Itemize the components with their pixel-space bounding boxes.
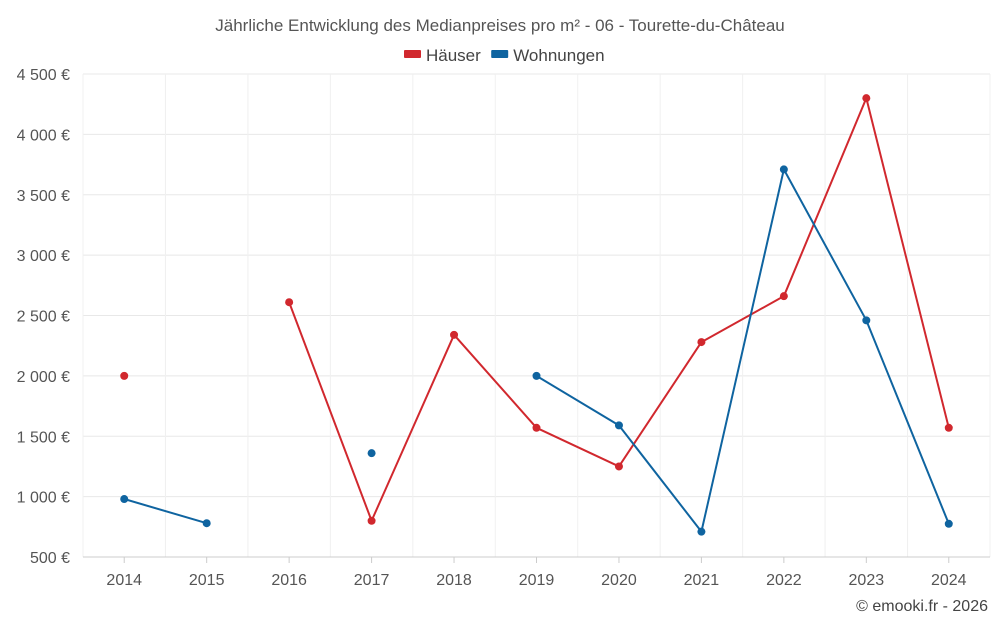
- data-point[interactable]: [779, 165, 788, 174]
- legend: Häuser Wohnungen: [404, 46, 605, 65]
- y-tick-label: 4 000 €: [17, 127, 70, 144]
- data-point[interactable]: [450, 330, 459, 339]
- series-line-segment: [782, 168, 868, 322]
- y-tick-label: 2 000 €: [17, 369, 70, 386]
- legend-swatch: [491, 50, 509, 58]
- data-point[interactable]: [120, 495, 129, 504]
- series-line-segment: [288, 301, 373, 522]
- x-tick-label: 2022: [766, 572, 802, 589]
- data-point[interactable]: [202, 519, 211, 528]
- legend-label: Häuser: [426, 46, 481, 65]
- y-tick-label: 3 000 €: [17, 248, 70, 265]
- grid: [82, 73, 991, 558]
- data-point[interactable]: [697, 527, 706, 536]
- data-point[interactable]: [697, 338, 706, 347]
- credit-text: © emooki.fr - 2026: [856, 598, 988, 615]
- y-tick-label: 500 €: [30, 550, 70, 567]
- data-point[interactable]: [285, 298, 294, 307]
- series-line-segment: [700, 168, 785, 533]
- x-tick-label: 2020: [601, 572, 637, 589]
- legend-label: Wohnungen: [513, 46, 604, 65]
- y-tick-label: 3 500 €: [17, 188, 70, 205]
- y-tick-label: 1 000 €: [17, 490, 70, 507]
- x-tick-label: 2018: [436, 572, 472, 589]
- series-line-segment: [865, 97, 950, 429]
- series-line-segment: [782, 97, 868, 298]
- series-line-segment: [617, 424, 703, 533]
- series-line-segment: [535, 426, 620, 468]
- y-tick-label: 2 500 €: [17, 309, 70, 326]
- series-line-segment: [453, 333, 538, 429]
- data-point[interactable]: [367, 449, 376, 458]
- data-point[interactable]: [614, 462, 623, 471]
- data-point[interactable]: [532, 423, 541, 432]
- y-tick-label: 4 500 €: [17, 67, 70, 84]
- legend-item[interactable]: Häuser: [404, 46, 481, 65]
- x-tick-label: 2019: [519, 572, 555, 589]
- y-tick-label: 1 500 €: [17, 429, 70, 446]
- legend-swatch: [404, 50, 421, 58]
- series-wohnungen: [120, 165, 953, 536]
- chart-title: Jährliche Entwicklung des Medianpreises …: [215, 16, 784, 35]
- y-axis: 500 € 1 000 € 1 500 € 2 000 € 2 500 € 3 000 €…: [17, 67, 70, 567]
- data-point[interactable]: [532, 371, 541, 380]
- data-point[interactable]: [862, 94, 871, 103]
- data-point[interactable]: [614, 421, 623, 430]
- data-point[interactable]: [120, 371, 129, 380]
- series-line-segment: [123, 498, 208, 525]
- x-axis: 2014 2015 2016 2017 2018 2019 2020 2021 2022 2023…: [83, 556, 990, 589]
- x-tick-label: 2014: [106, 572, 142, 589]
- x-tick-label: 2024: [931, 572, 967, 589]
- series-line-segment: [700, 295, 785, 344]
- x-tick-label: 2016: [271, 572, 307, 589]
- series-h-user: [120, 94, 953, 525]
- series-line-segment: [535, 374, 620, 427]
- data-point[interactable]: [944, 423, 953, 432]
- legend-item[interactable]: Wohnungen: [491, 46, 605, 65]
- data-point[interactable]: [779, 292, 788, 301]
- x-tick-label: 2015: [189, 572, 225, 589]
- series-group: [120, 94, 953, 536]
- series-line-segment: [370, 333, 456, 522]
- x-tick-label: 2017: [354, 572, 390, 589]
- data-point[interactable]: [944, 519, 953, 528]
- data-point[interactable]: [367, 516, 376, 525]
- series-line-segment: [617, 341, 703, 468]
- series-line-segment: [865, 319, 950, 525]
- x-tick-label: 2023: [849, 572, 885, 589]
- x-tick-label: 2021: [684, 572, 720, 589]
- data-point[interactable]: [862, 316, 871, 325]
